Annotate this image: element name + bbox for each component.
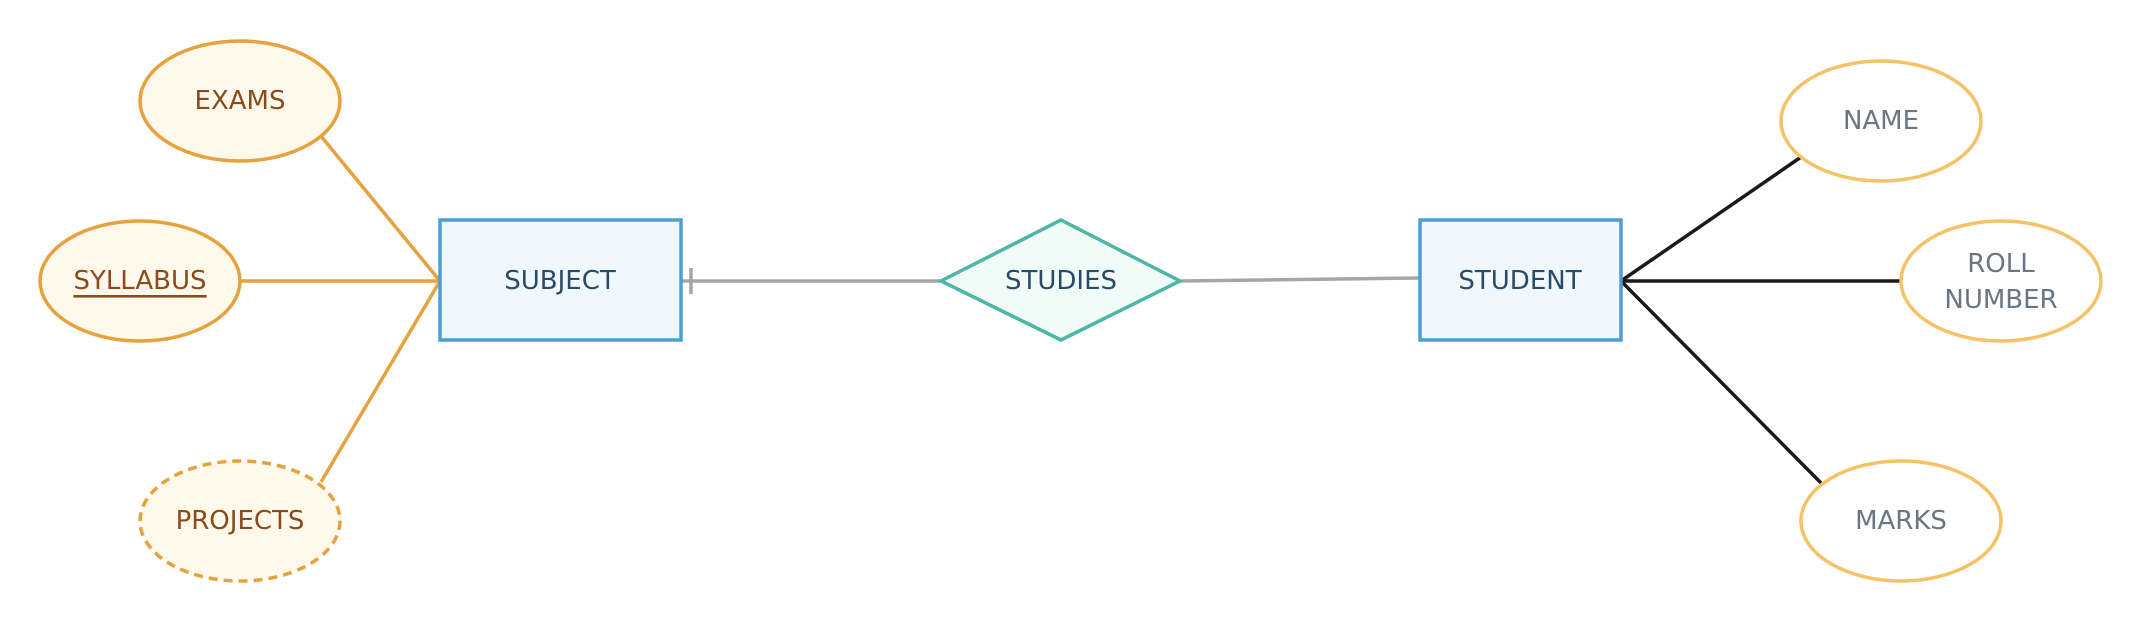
entity-subject-box[interactable]	[438, 218, 683, 342]
relationship-studies[interactable]: STUDIES	[937, 218, 1184, 342]
attribute-marks-label: MARKS	[1855, 506, 1947, 536]
entity-subject[interactable]: SUBJECT	[438, 218, 683, 342]
relationship-studies-label: STUDIES	[1005, 266, 1117, 296]
attribute-projects-label: PROJECTS	[176, 506, 305, 536]
entity-subject-label: SUBJECT	[504, 266, 616, 296]
attribute-roll-number-shape[interactable]	[1899, 219, 2103, 343]
link-student-name[interactable]	[1620, 153, 1805, 283]
link-projects-subject[interactable]	[319, 280, 442, 483]
student-attribute-links	[1619, 153, 1902, 486]
attribute-exams-shape[interactable]	[138, 39, 342, 163]
attribute-name[interactable]: NAME	[1779, 59, 1983, 183]
link-exams-subject[interactable]	[318, 133, 442, 283]
attribute-name-shape[interactable]	[1779, 59, 1983, 183]
attribute-projects-shape[interactable]	[138, 459, 342, 583]
attribute-name-label: NAME	[1843, 106, 1919, 136]
attribute-projects[interactable]: PROJECTS	[138, 459, 342, 583]
entity-student-label: STUDENT	[1458, 266, 1581, 296]
attribute-syllabus[interactable]: SYLLABUS	[38, 219, 242, 343]
attribute-exams-label: EXAMS	[195, 86, 286, 116]
entity-student-box[interactable]	[1418, 218, 1623, 342]
relationship-links	[681, 268, 1421, 294]
attribute-exams[interactable]: EXAMS	[138, 39, 342, 163]
attribute-syllabus-label: SYLLABUS	[73, 266, 206, 296]
entity-student[interactable]: STUDENT	[1418, 218, 1623, 342]
attribute-roll-number[interactable]: ROLL NUMBER	[1899, 219, 2103, 343]
attribute-marks-shape[interactable]	[1799, 459, 2003, 583]
link-student-marks[interactable]	[1619, 279, 1824, 486]
attribute-syllabus-shape[interactable]	[38, 219, 242, 343]
subject-attribute-links	[241, 133, 442, 483]
link-studies-student[interactable]	[1179, 276, 1421, 283]
attribute-marks[interactable]: MARKS	[1799, 459, 2003, 583]
relationship-studies-shape[interactable]	[937, 218, 1184, 342]
attribute-roll-number-label-line2: NUMBER	[1944, 285, 2057, 315]
attribute-roll-number-label-line1: ROLL	[1967, 249, 2035, 279]
